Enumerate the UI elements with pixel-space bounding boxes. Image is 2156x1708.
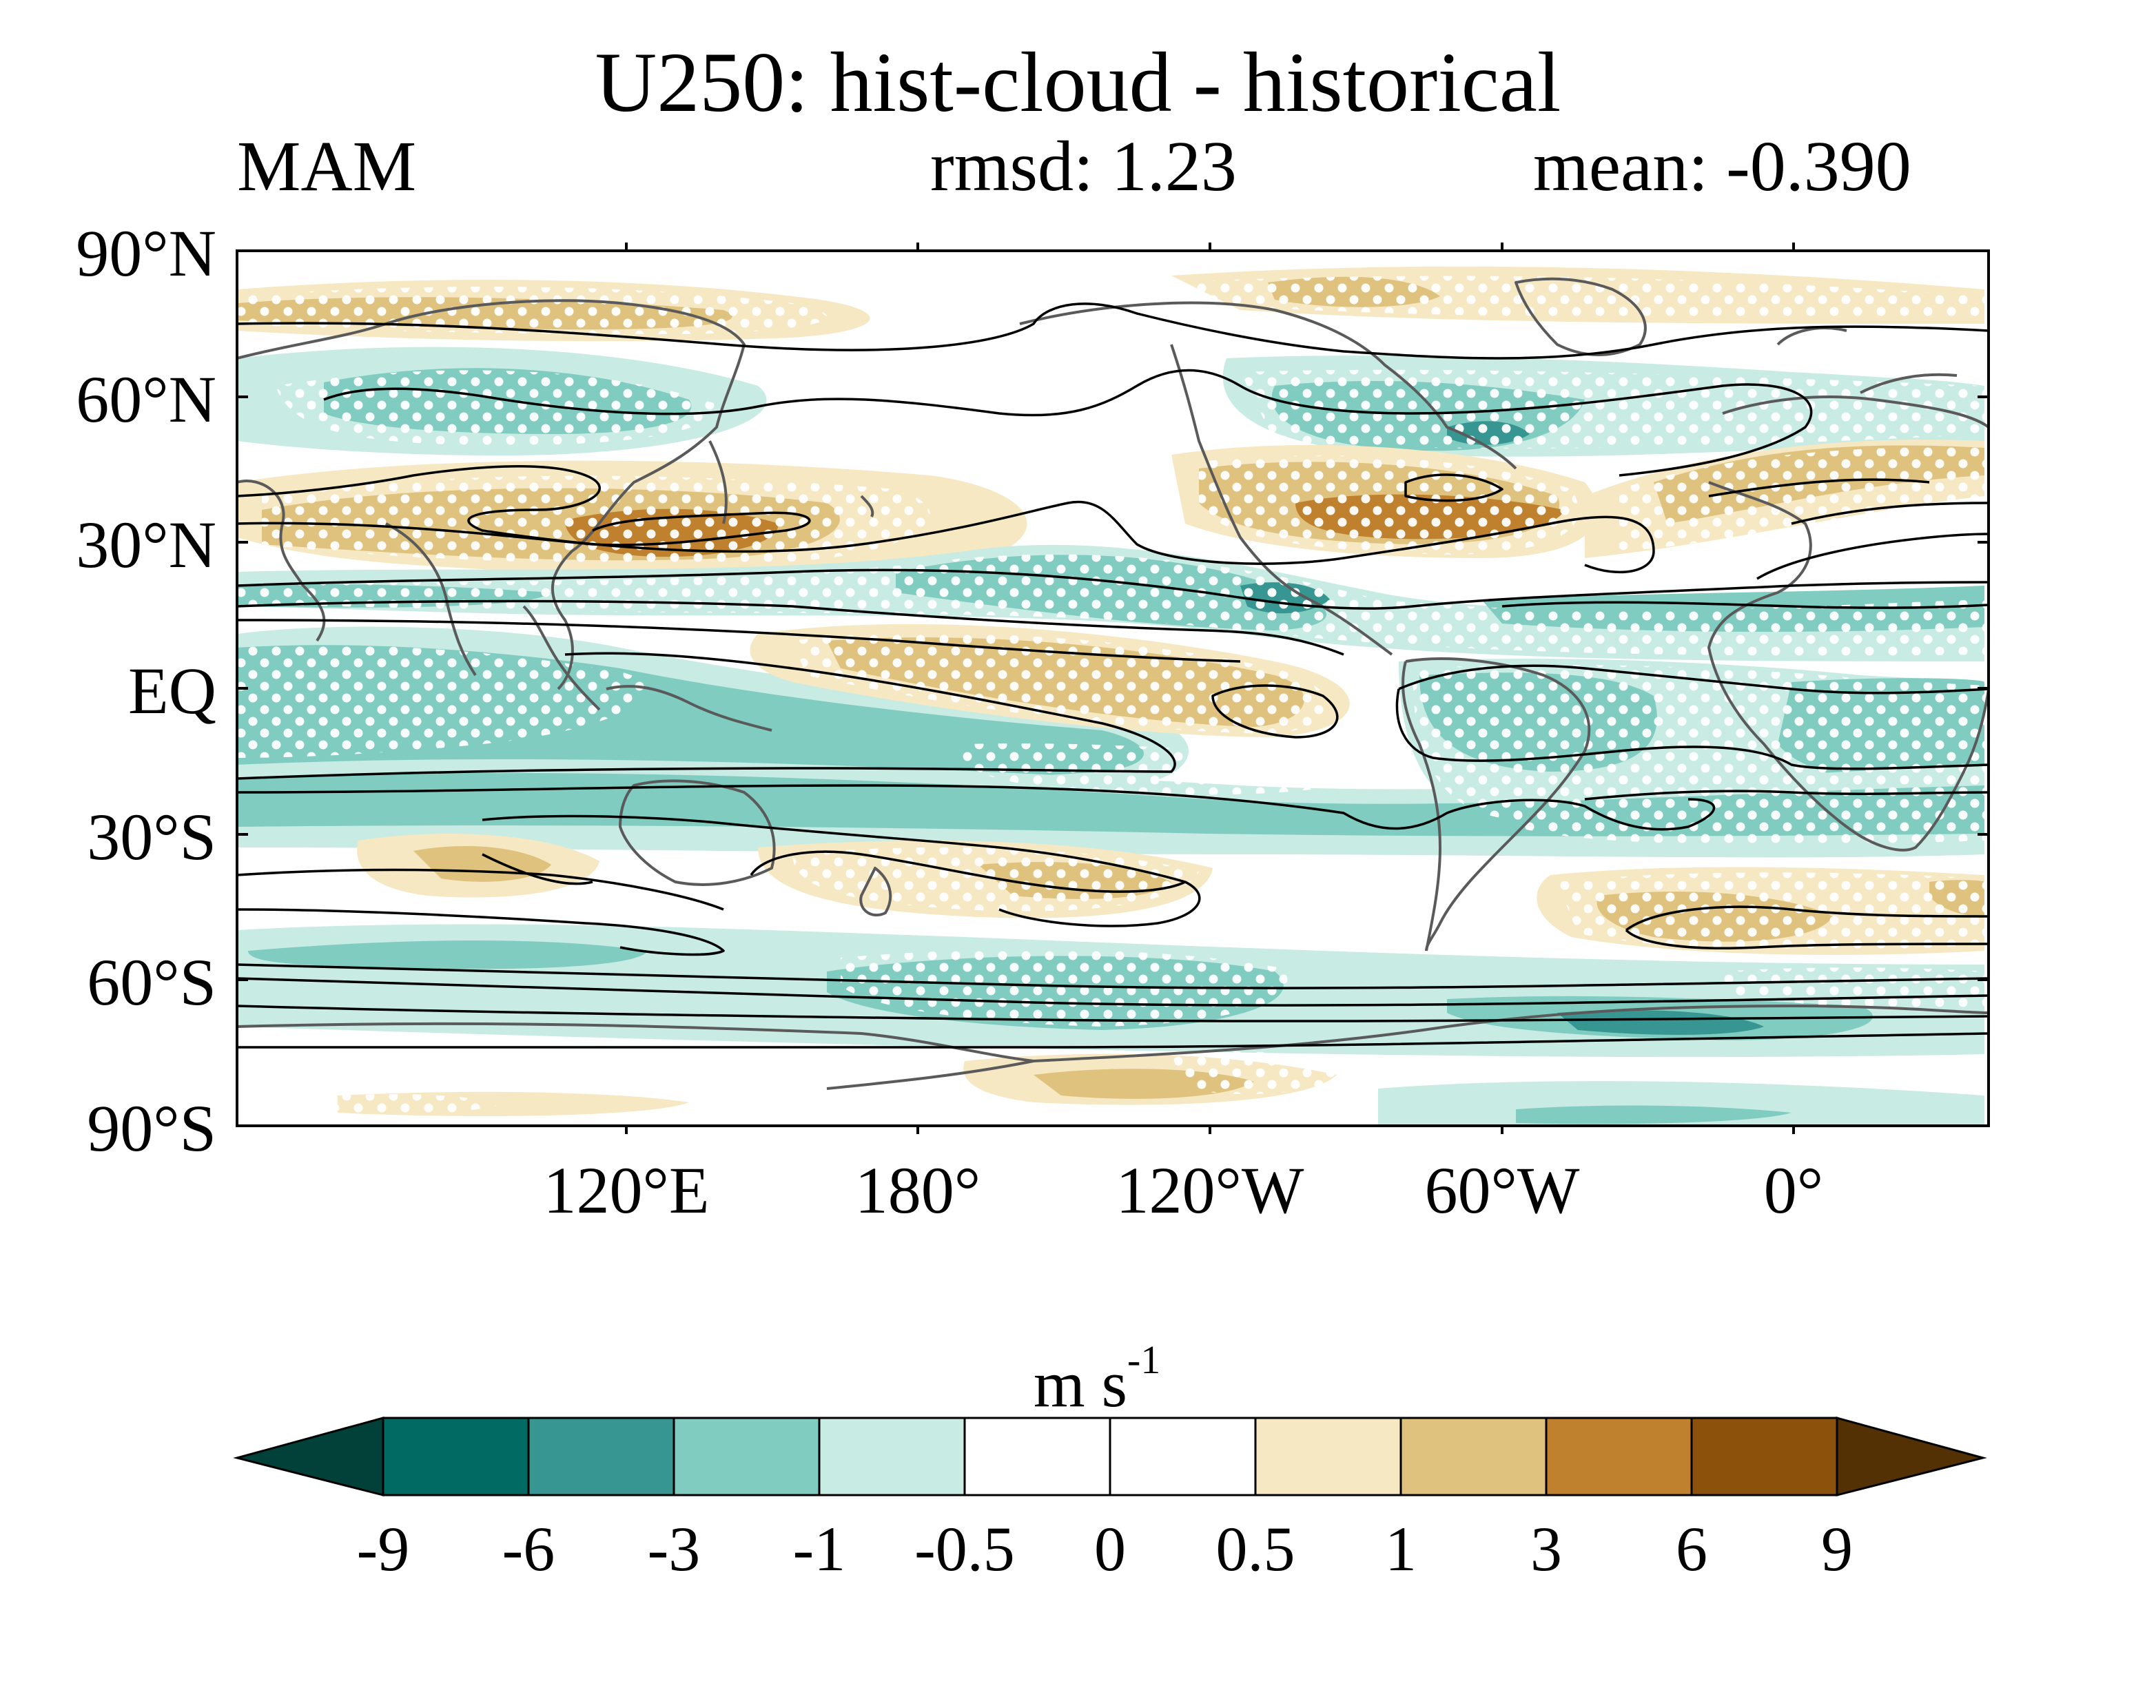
colorbar-tick-label: 6 <box>1676 1514 1707 1584</box>
units-exponent: -1 <box>1127 1337 1161 1382</box>
lat-label-90n: 90°N <box>76 216 216 290</box>
colorbar-box <box>1690 1417 1838 1496</box>
colorbar-box <box>1254 1417 1402 1496</box>
lat-label-60s: 60°S <box>87 945 216 1019</box>
colorbar-tick-label: 9 <box>1821 1514 1853 1584</box>
lat-label-90s: 90°S <box>87 1091 216 1165</box>
colorbar-tick-label: -3 <box>647 1514 701 1584</box>
colorbar-tick-label: -0.5 <box>914 1514 1015 1584</box>
lat-label-eq: EQ <box>128 654 216 728</box>
colorbar-tick-label: 0.5 <box>1215 1514 1295 1584</box>
significance-stippling <box>237 276 1984 1115</box>
anomaly-region <box>1557 1010 1764 1035</box>
colorbar-tick-label: -6 <box>502 1514 555 1584</box>
lon-label-60w: 60°W <box>1424 1153 1580 1227</box>
colorbar-box <box>1545 1417 1693 1496</box>
colorbar-box <box>673 1417 821 1496</box>
colorbar-tick-label: -1 <box>792 1514 846 1584</box>
mean-label: mean: -0.390 <box>1533 127 1911 206</box>
colorbar-high-extension <box>1836 1417 1987 1496</box>
lat-label-30s: 30°S <box>87 800 216 874</box>
colorbar <box>233 1417 1987 1496</box>
plot-title: U250: hist-cloud - historical <box>595 35 1561 130</box>
colorbar-tick-label: 0 <box>1094 1514 1126 1584</box>
colorbar-box <box>818 1417 966 1496</box>
lon-label-120w: 120°W <box>1116 1153 1304 1227</box>
lat-label-30n: 30°N <box>76 508 216 582</box>
colorbar-box <box>1109 1417 1257 1496</box>
climatology-contours <box>237 302 1989 1049</box>
colorbar-low-extension <box>233 1417 384 1496</box>
colorbar-units: m s-1 <box>1034 1337 1160 1422</box>
lon-label-180: 180° <box>854 1153 981 1227</box>
lat-ticks <box>237 249 1989 1127</box>
lat-label-60n: 60°N <box>76 362 216 436</box>
colorbar-box <box>1399 1417 1548 1496</box>
season-label: MAM <box>237 127 417 206</box>
map-field <box>237 251 1989 1126</box>
lon-label-120e: 120°E <box>543 1153 710 1227</box>
lon-label-0: 0° <box>1763 1153 1824 1227</box>
colorbar-box <box>963 1417 1111 1496</box>
colorbar-box <box>527 1417 675 1496</box>
colorbar-tick-label: 1 <box>1385 1514 1417 1584</box>
units-text: m s <box>1034 1347 1128 1421</box>
colorbar-box <box>382 1417 530 1496</box>
colorbar-tick-label: -9 <box>356 1514 410 1584</box>
colorbar-tick-label: 3 <box>1530 1514 1562 1584</box>
anomaly-region <box>248 940 648 969</box>
rmsd-label: rmsd: 1.23 <box>930 127 1237 206</box>
lon-ticks <box>625 243 1795 1134</box>
anomaly-region <box>1516 1105 1791 1124</box>
